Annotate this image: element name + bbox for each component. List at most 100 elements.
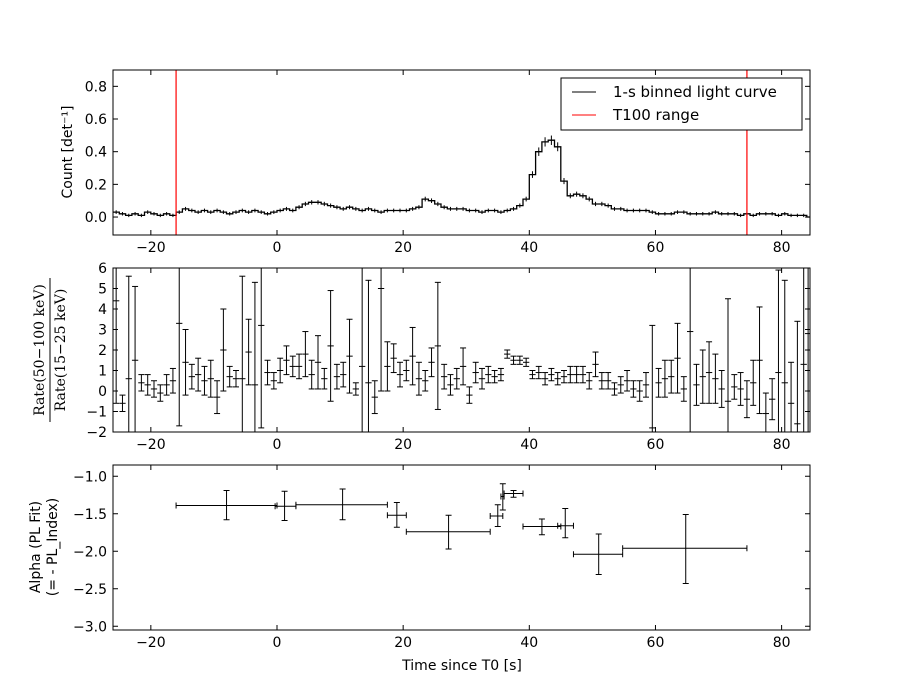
hardness-ratio-point — [560, 370, 568, 384]
alpha-y-tick-label: −3.0 — [73, 619, 107, 635]
hardness-ratio-point — [804, 268, 810, 432]
hardness-ratio-point — [718, 370, 725, 408]
light-curve-panel: −20 0 20 40 60 80 0.0 0.2 0.4 0.6 0.8 Count [det⁻¹… — [60, 69, 811, 256]
alpha-y-tick-label: −2.0 — [73, 544, 107, 560]
alpha-x-tick-label: −20 — [136, 635, 166, 651]
hardness-ratio-point — [573, 365, 580, 384]
alpha-point — [405, 514, 491, 550]
hardness-ratio-y-label-denominator: Rate(15−25 keV) — [53, 289, 69, 412]
hardness-ratio-y-tick-label: 0 — [98, 384, 107, 400]
hardness-ratio-clip-group — [113, 268, 810, 432]
hardness-ratio-point — [737, 372, 744, 406]
hardness-ratio-point — [295, 353, 303, 380]
hardness-ratio-point — [195, 357, 202, 392]
hardness-ratio-point — [586, 372, 593, 390]
hardness-ratio-point — [516, 355, 523, 365]
hardness-ratio-point — [201, 365, 208, 396]
hardness-ratio-y-tick-label: −2 — [86, 425, 107, 441]
hardness-ratio-point — [131, 285, 139, 432]
hardness-ratio-point — [693, 363, 700, 406]
hardness-ratio-point — [371, 380, 378, 415]
hardness-ratio-point — [188, 363, 195, 390]
hardness-ratio-point — [220, 308, 227, 392]
alpha-y-label: Alpha (PL Fit) (= - PL_Index) — [28, 498, 61, 596]
hardness-ratio-point — [119, 394, 126, 412]
hardness-ratio-point — [213, 380, 221, 415]
hardness-ratio-point — [724, 298, 732, 432]
hardness-ratio-point — [655, 367, 662, 398]
hardness-ratio-point — [592, 351, 599, 378]
hardness-ratio-point — [239, 275, 246, 432]
hardness-ratio-point — [674, 322, 681, 394]
hardness-ratio-point — [169, 367, 177, 394]
alpha-point — [557, 508, 574, 539]
alpha-x-tick-label: 20 — [394, 635, 412, 651]
hardness-ratio-point — [384, 341, 391, 392]
hardness-ratio-point — [125, 275, 132, 432]
hardness-ratio-point — [434, 281, 441, 410]
hardness-ratio-point — [478, 367, 486, 390]
alpha-y-tick-label: −1.0 — [73, 469, 107, 485]
hardness-ratio-point — [485, 365, 492, 384]
hardness-ratio-point — [510, 355, 517, 365]
hardness-ratio-y-tick-label: 4 — [98, 302, 107, 318]
hardness-ratio-point — [705, 341, 713, 404]
hardness-ratio-x-tick-label: 40 — [520, 437, 538, 453]
hardness-ratio-point — [743, 380, 751, 419]
hardness-ratio-point — [731, 374, 738, 400]
alpha-point — [386, 502, 407, 528]
hardness-ratio-point — [327, 290, 334, 402]
alpha-point — [503, 490, 524, 498]
alpha-point — [499, 483, 506, 511]
legend-box — [560, 77, 803, 131]
hardness-ratio-point — [605, 372, 612, 390]
hardness-ratio-point — [756, 306, 763, 415]
hardness-ratio-y-tick-label: −1 — [86, 405, 107, 421]
hardness-ratio-point — [504, 349, 511, 359]
hardness-ratio-point — [359, 268, 366, 432]
light-curve-axes-frame — [112, 69, 811, 236]
hardness-ratio-point — [365, 279, 372, 432]
hardness-ratio-y-label-numerator: Rate(50−100 keV) — [32, 284, 48, 416]
light-curve-step-line — [113, 139, 810, 218]
alpha-panel: −20 0 20 40 60 80 −3.0 −2.5 −2.0 −1.5 −1.0 Alpha (… — [28, 464, 811, 674]
hardness-ratio-point — [611, 382, 618, 396]
hardness-ratio-point — [377, 268, 385, 392]
hardness-ratio-point — [447, 374, 454, 396]
hardness-ratio-point — [762, 392, 769, 432]
hardness-ratio-point — [283, 345, 290, 376]
hardness-ratio-point — [642, 372, 650, 398]
hardness-ratio-point — [687, 268, 694, 432]
hardness-ratio-point — [680, 376, 687, 402]
hardness-ratio-point — [340, 361, 347, 388]
hardness-ratio-point — [422, 370, 429, 392]
hardness-ratio-point — [163, 374, 170, 396]
alpha-point — [489, 504, 504, 527]
light-curve-x-tick-label: 40 — [520, 240, 538, 256]
hardness-ratio-point — [769, 378, 776, 421]
legend-label-t100: T100 range — [612, 106, 699, 124]
light-curve-y-tick-label: 0.6 — [85, 112, 107, 128]
hardness-ratio-point — [157, 384, 164, 402]
hardness-ratio-point — [617, 376, 624, 394]
alpha-x-tick-label: 40 — [520, 635, 538, 651]
hardness-ratio-point — [333, 363, 341, 390]
hardness-ratio-point — [138, 374, 145, 392]
light-curve-x-tick-label: 80 — [773, 240, 791, 256]
x-axis-label: Time since T0 [s] — [401, 658, 522, 674]
light-curve-y-tick-label: 0.4 — [85, 145, 107, 161]
hardness-ratio-point — [428, 347, 435, 378]
light-curve-y-label: Count [det⁻¹] — [60, 106, 76, 199]
hardness-ratio-point — [541, 372, 549, 386]
hardness-ratio-x-tick-label: −20 — [136, 437, 166, 453]
light-curve-x-tick-label: 60 — [647, 240, 665, 256]
hardness-ratio-point — [144, 374, 151, 396]
hardness-ratio-point — [523, 357, 530, 367]
light-curve-x-tick-label: 0 — [273, 240, 282, 256]
hardness-ratio-point — [649, 324, 656, 432]
hardness-ratio-point — [750, 359, 757, 406]
hardness-ratio-point — [232, 370, 240, 388]
light-curve-y-tick-label: 0.8 — [85, 79, 107, 95]
hardness-ratio-point — [781, 279, 788, 432]
